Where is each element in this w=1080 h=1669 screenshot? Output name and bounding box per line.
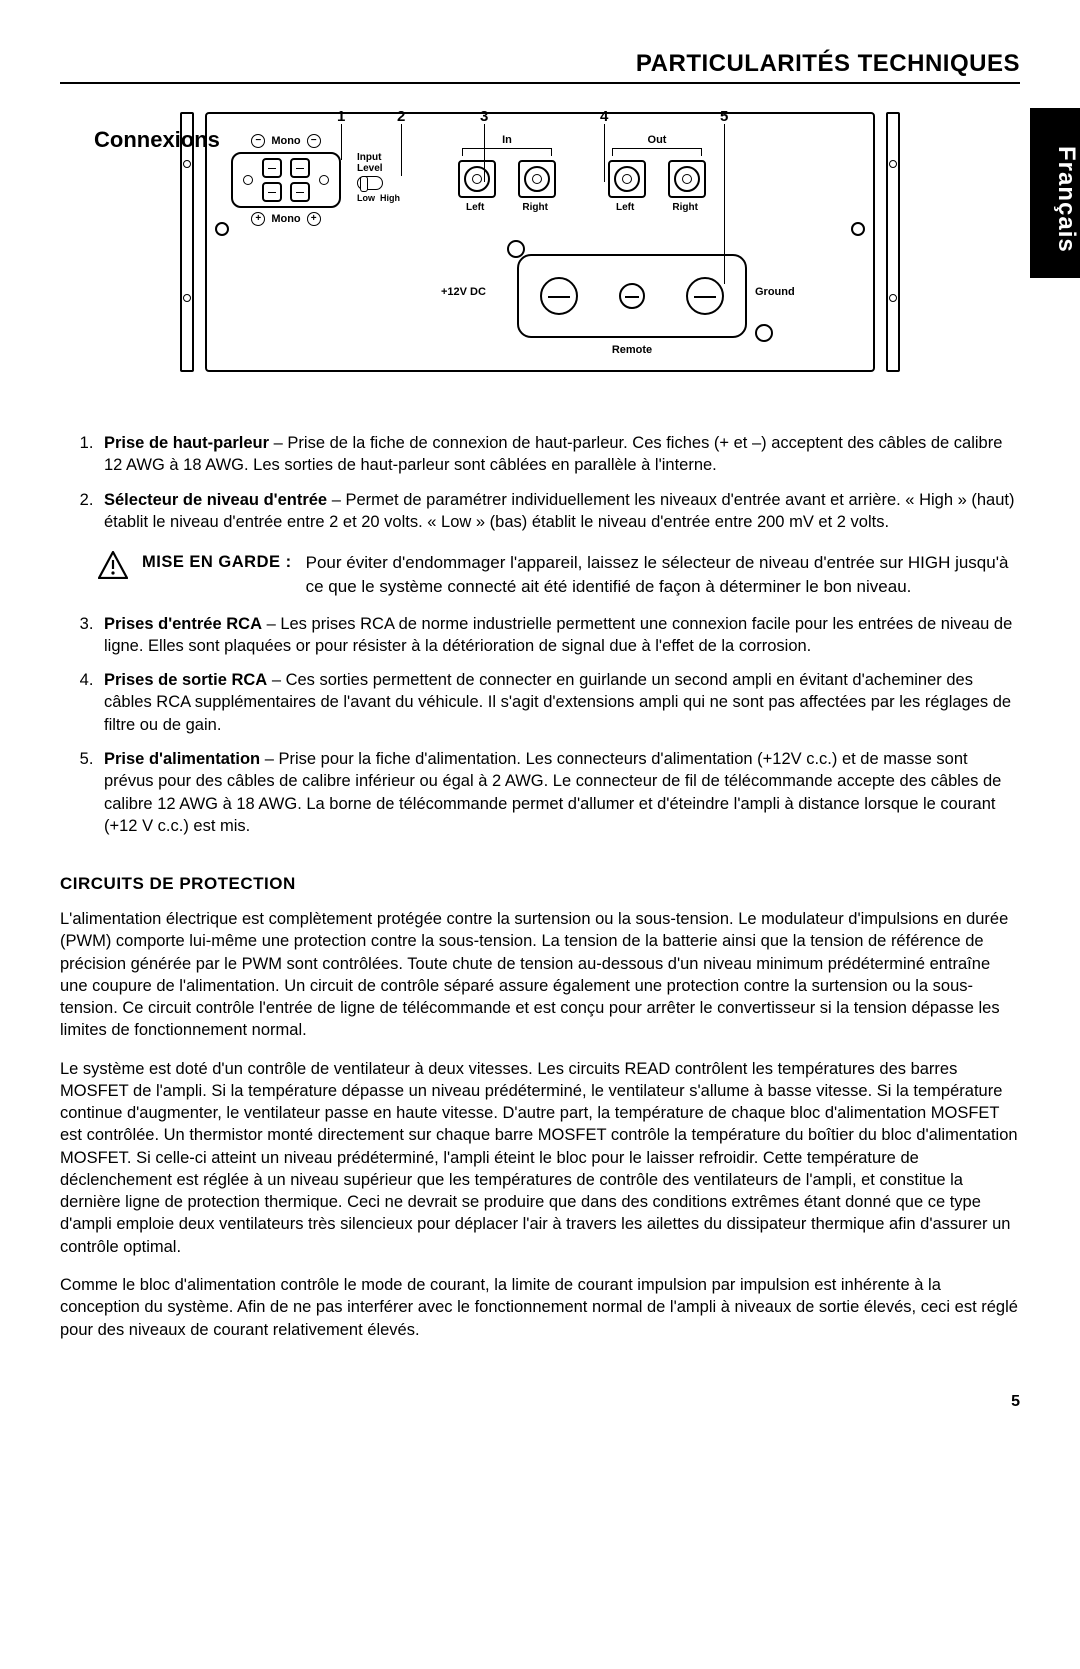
minus-icon: − bbox=[251, 134, 265, 148]
mono-label: Mono bbox=[271, 135, 300, 147]
remote-terminal bbox=[619, 283, 645, 309]
term: Prise de haut-parleur bbox=[104, 434, 269, 452]
warning-icon bbox=[98, 551, 128, 579]
numbered-list-part2: Prises d'entrée RCA – Les prises RCA de … bbox=[60, 613, 1020, 837]
term: Sélecteur de niveau d'entrée bbox=[104, 491, 327, 509]
list-item: Sélecteur de niveau d'entrée – Permet de… bbox=[98, 489, 1020, 534]
input-level-label: Input Level bbox=[357, 152, 400, 174]
minus-icon: − bbox=[307, 134, 321, 148]
warning: MISE EN GARDE : Pour éviter d'endommager… bbox=[98, 551, 1020, 599]
term: Prise d'alimentation bbox=[104, 750, 260, 768]
numbered-list-part1: Prise de haut-parleur – Prise de la fich… bbox=[60, 432, 1020, 533]
panel: − Mono − + Mono + bbox=[205, 112, 875, 372]
power-plug: Remote bbox=[517, 254, 747, 338]
diagram: Connexions 1 2 3 4 5 bbox=[90, 112, 990, 372]
remote-label: Remote bbox=[612, 344, 652, 356]
page: PARTICULARITÉS TECHNIQUES Français Conne… bbox=[0, 0, 1080, 1472]
paragraph: L'alimentation électrique est complèteme… bbox=[60, 908, 1020, 1042]
left-rail bbox=[180, 112, 194, 372]
rca-jack bbox=[518, 160, 556, 198]
section-heading: CIRCUITS DE PROTECTION bbox=[60, 873, 1020, 896]
warning-label: MISE EN GARDE : bbox=[142, 551, 292, 599]
input-level: Input Level Low High bbox=[357, 152, 400, 203]
paragraph: Le système est doté d'un contrôle de ven… bbox=[60, 1058, 1020, 1258]
right-rail bbox=[886, 112, 900, 372]
body-text: Prise de haut-parleur – Prise de la fich… bbox=[60, 432, 1020, 1412]
language-tab: Français bbox=[1030, 108, 1080, 278]
rca-jack bbox=[458, 160, 496, 198]
power-12v-label: +12V DC bbox=[441, 286, 486, 298]
title-underline bbox=[60, 82, 1020, 84]
list-item: Prise de haut-parleur – Prise de la fich… bbox=[98, 432, 1020, 477]
speaker-plug: − Mono − + Mono + bbox=[231, 134, 341, 226]
panel-outer: − Mono − + Mono + bbox=[90, 112, 990, 372]
warning-text: Pour éviter d'endommager l'appareil, lai… bbox=[306, 551, 1020, 599]
plus-icon: + bbox=[251, 212, 265, 226]
rca-jack bbox=[608, 160, 646, 198]
page-title: PARTICULARITÉS TECHNIQUES bbox=[60, 50, 1020, 78]
paragraph: Comme le bloc d'alimentation contrôle le… bbox=[60, 1274, 1020, 1341]
list-item: Prises de sortie RCA – Ces sorties perme… bbox=[98, 669, 1020, 736]
page-number: 5 bbox=[60, 1391, 1020, 1413]
ground-terminal bbox=[686, 277, 724, 315]
rca-in: In LeftRight bbox=[447, 134, 567, 213]
ground-label: Ground bbox=[755, 286, 795, 298]
plus-icon: + bbox=[307, 212, 321, 226]
level-switch bbox=[357, 176, 383, 190]
list-item: Prises d'entrée RCA – Les prises RCA de … bbox=[98, 613, 1020, 658]
rca-out: Out LeftRight bbox=[597, 134, 717, 213]
power-terminal bbox=[540, 277, 578, 315]
term: Prises de sortie RCA bbox=[104, 671, 267, 689]
list-item: Prise d'alimentation – Prise pour la fic… bbox=[98, 748, 1020, 837]
term: Prises d'entrée RCA bbox=[104, 615, 262, 633]
mono-label: Mono bbox=[271, 213, 300, 225]
rca-jack bbox=[668, 160, 706, 198]
